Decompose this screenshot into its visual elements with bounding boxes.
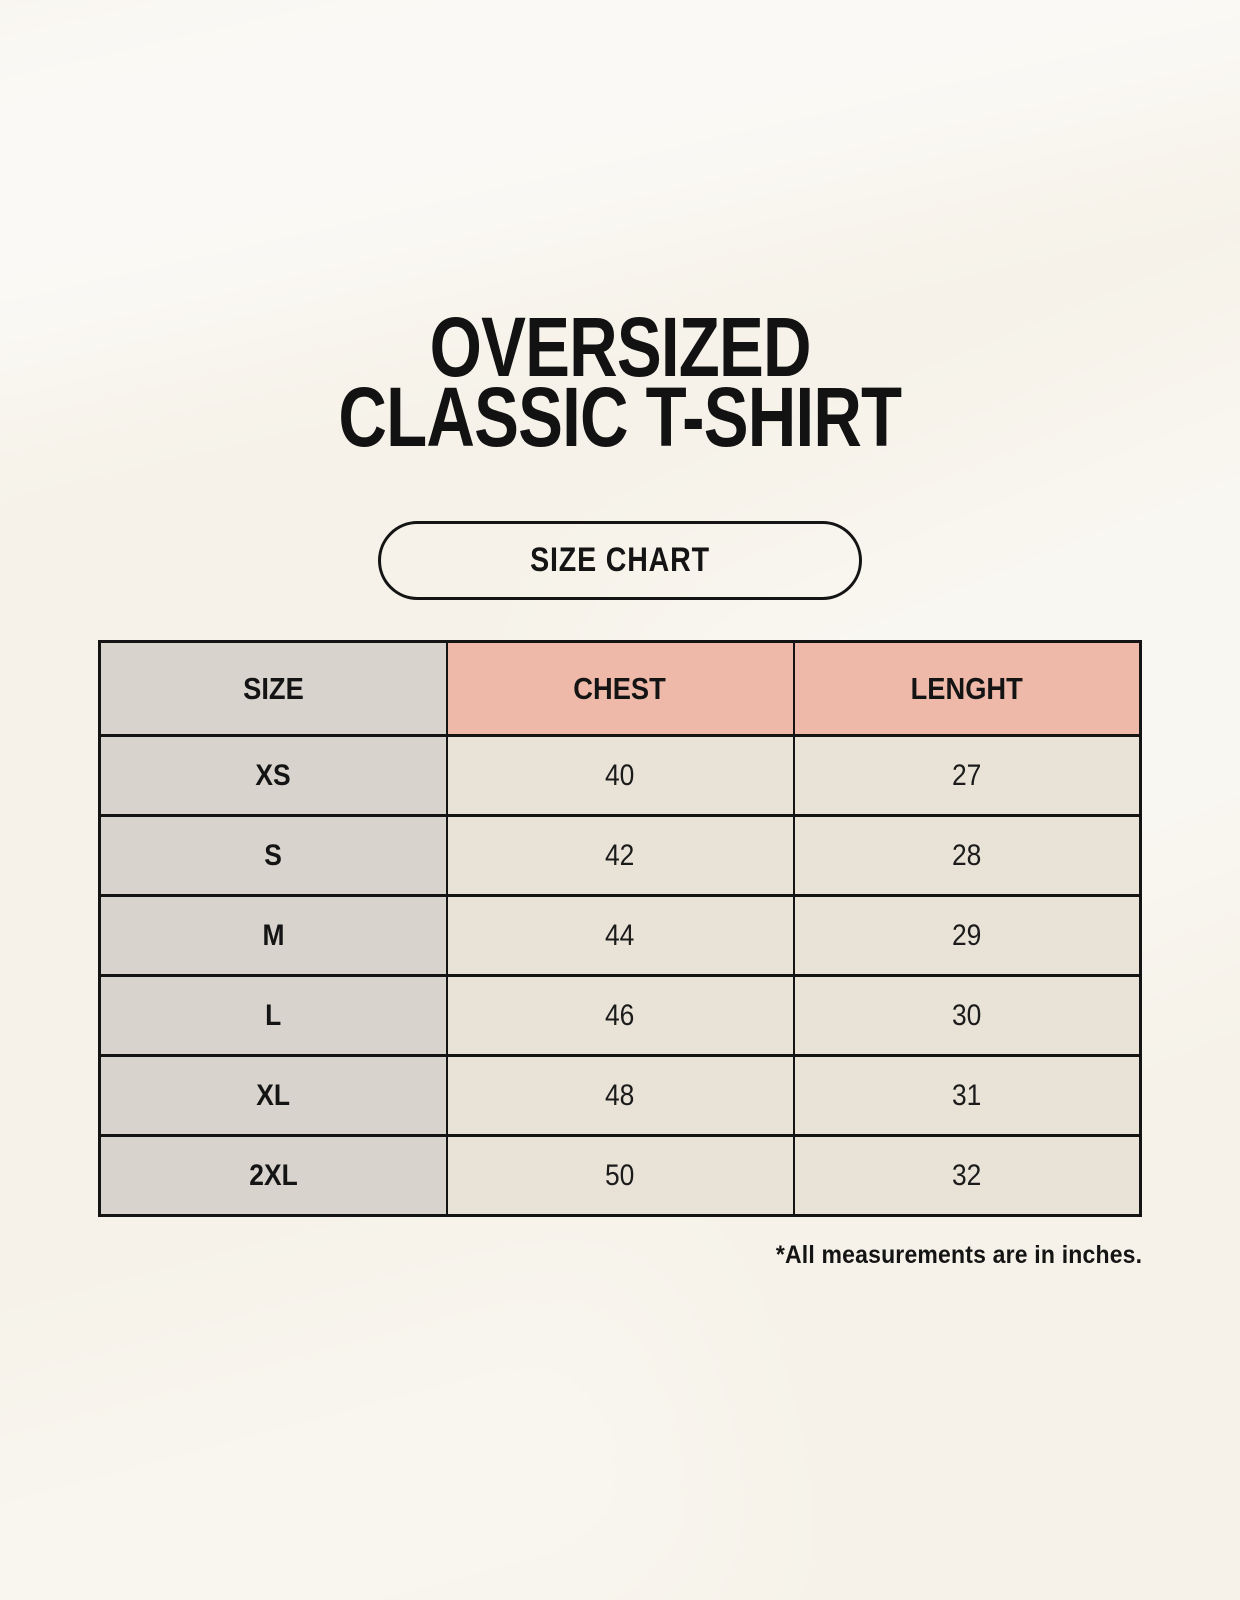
size-chart-badge-label: SIZE CHART: [530, 541, 710, 579]
length-value-cell: 29: [792, 894, 1142, 977]
title-line-1: OVERSIZED: [429, 300, 811, 394]
length-value-cell: 30: [792, 974, 1142, 1057]
chest-value-cell: 46: [445, 974, 795, 1057]
title-line-2: CLASSIC T-SHIRT: [338, 370, 903, 464]
chest-value-cell: 50: [445, 1134, 795, 1217]
chest-value-cell: 40: [445, 734, 795, 817]
table-row: XL 48 31: [98, 1054, 1142, 1137]
size-label-cell: XL: [98, 1054, 448, 1137]
length-value-cell: 28: [792, 814, 1142, 897]
table-row: L 46 30: [98, 974, 1142, 1057]
column-header-size: SIZE: [98, 640, 448, 737]
measurements-footnote: *All measurements are in inches.: [775, 1241, 1142, 1269]
size-chart-table: SIZE CHEST LENGHT XS 40 27 S 42 28 M 44 …: [98, 640, 1142, 1217]
length-value-cell: 31: [792, 1054, 1142, 1137]
size-label-cell: XS: [98, 734, 448, 817]
size-chart-badge: SIZE CHART: [378, 521, 862, 600]
table-row: 2XL 50 32: [98, 1134, 1142, 1217]
table-row: S 42 28: [98, 814, 1142, 897]
size-label-cell: S: [98, 814, 448, 897]
column-header-length: LENGHT: [792, 640, 1142, 737]
table-row: XS 40 27: [98, 734, 1142, 817]
chest-value-cell: 48: [445, 1054, 795, 1137]
length-value-cell: 32: [792, 1134, 1142, 1217]
chest-value-cell: 42: [445, 814, 795, 897]
column-header-chest: CHEST: [445, 640, 795, 737]
size-label-cell: L: [98, 974, 448, 1057]
size-label-cell: 2XL: [98, 1134, 448, 1217]
fabric-highlight: [0, 1230, 754, 1600]
table-header-row: SIZE CHEST LENGHT: [98, 640, 1142, 737]
length-value-cell: 27: [792, 734, 1142, 817]
chest-value-cell: 44: [445, 894, 795, 977]
page-title: OVERSIZED CLASSIC T-SHIRT: [0, 300, 1240, 464]
size-label-cell: M: [98, 894, 448, 977]
table-row: M 44 29: [98, 894, 1142, 977]
